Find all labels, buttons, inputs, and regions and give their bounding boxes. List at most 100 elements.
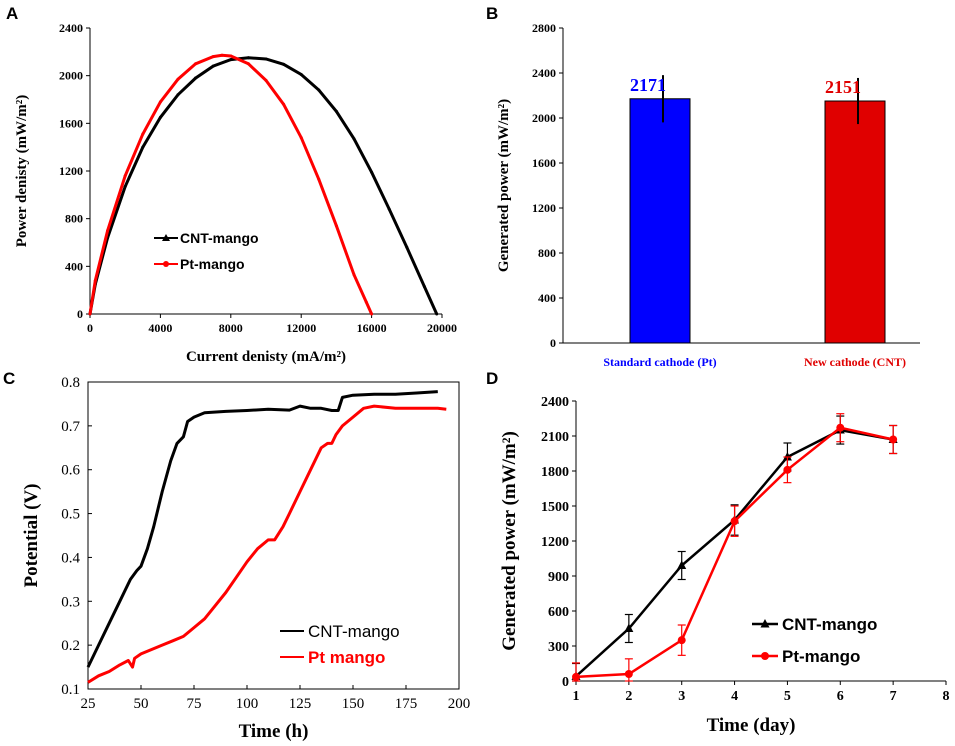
a-series-line-1 [88, 53, 373, 315]
b-value-label-0: 2171 [630, 75, 666, 95]
a-data-point-1 [299, 136, 303, 140]
d-data-point-1 [677, 636, 686, 645]
a-data-point-0 [246, 56, 250, 60]
a-y-tick-label: 400 [65, 259, 83, 273]
c-series-line-1 [87, 404, 447, 684]
c-x-tick-label: 75 [187, 696, 202, 712]
panel-letter-a: A [6, 4, 18, 23]
d-y-axis-title: Generated power (mW/m²) [499, 431, 520, 651]
d-series-line-0 [575, 428, 894, 678]
a-data-point-0 [435, 312, 439, 316]
c-x-tick-label: 50 [134, 696, 149, 712]
c-x-tick-label: 125 [289, 696, 312, 712]
a-x-tick-label: 12000 [286, 321, 316, 335]
c-y-tick-label: 0.6 [61, 463, 80, 479]
a-data-point-0 [334, 109, 338, 113]
d-legend-label-0: CNT-mango [782, 615, 877, 634]
b-y-tick-label: 1600 [532, 156, 556, 170]
d-data-point-1 [889, 435, 898, 444]
d-y-tick-label: 2400 [541, 395, 569, 410]
d-data-point-1 [730, 517, 739, 526]
a-data-point-0 [405, 245, 409, 249]
d-x-tick-label: 4 [731, 689, 738, 704]
a-legend-label-0: CNT-mango [180, 230, 259, 246]
d-y-tick-label: 0 [562, 675, 569, 690]
a-data-point-1 [141, 132, 145, 136]
a-data-point-1 [364, 300, 368, 304]
d-legend-marker-1 [761, 652, 769, 660]
d-data-point-1 [783, 465, 792, 474]
d-data-point-0 [782, 452, 792, 461]
a-data-point-0 [370, 170, 374, 174]
a-data-point-0 [158, 115, 162, 119]
a-data-point-1 [194, 62, 198, 66]
d-y-tick-label: 300 [548, 640, 569, 655]
d-y-tick-label: 1500 [541, 500, 569, 515]
a-data-point-1 [370, 312, 374, 316]
d-x-tick-label: 6 [837, 689, 844, 704]
d-x-tick-label: 5 [784, 689, 791, 704]
a-y-axis-title: Power denisty (mW/m²) [14, 95, 30, 248]
a-x-tick-label: 20000 [427, 321, 457, 335]
d-data-point-1 [572, 672, 580, 681]
a-y-tick-label: 2400 [59, 21, 83, 35]
c-legend-label-0: CNT-mango [308, 622, 400, 641]
c-y-tick-label: 0.3 [61, 594, 80, 610]
panel-d-chart: 0 300 600 900 1200 1500 1800 2100 2400 1 2 3 4 5 6 7 8 Ti… [499, 395, 950, 736]
d-x-axis-title: Time (day) [707, 715, 796, 736]
panel-letter-b: B [486, 4, 498, 23]
a-data-point-0 [352, 137, 356, 141]
b-y-tick-label: 0 [550, 336, 556, 350]
b-y-axis-title: Generated power (mW/m²) [496, 99, 512, 272]
a-data-point-1 [264, 78, 268, 82]
c-y-tick-label: 0.8 [61, 375, 80, 391]
b-category-label-1: New cathode (CNT) [804, 355, 906, 369]
a-data-point-1 [334, 224, 338, 228]
c-y-tick-label: 0.4 [61, 550, 80, 566]
panel-letter-d: D [486, 369, 498, 388]
a-data-point-0 [211, 64, 215, 68]
d-data-point-1 [624, 670, 633, 678]
a-data-point-1 [106, 229, 110, 233]
d-data-point-1 [836, 423, 845, 432]
c-plot-frame [87, 381, 460, 690]
d-y-tick-label: 600 [548, 605, 569, 620]
d-x-tick-label: 8 [943, 689, 950, 704]
a-data-point-1 [246, 62, 250, 66]
a-data-point-1 [282, 102, 286, 106]
a-x-tick-label: 8000 [219, 321, 243, 335]
a-y-tick-label: 2000 [59, 69, 83, 83]
b-y-tick-label: 400 [538, 291, 556, 305]
a-data-point-0 [387, 207, 391, 211]
c-x-tick-label: 175 [395, 696, 418, 712]
d-x-tick-label: 7 [890, 689, 897, 704]
a-data-point-1 [123, 174, 127, 178]
a-data-point-0 [176, 93, 180, 97]
a-data-point-0 [141, 145, 145, 149]
d-data-point-0 [624, 623, 634, 632]
b-y-tick-label: 800 [538, 246, 556, 260]
a-legend-label-1: Pt-mango [180, 256, 245, 272]
a-data-point-1 [176, 77, 180, 81]
panel-b-chart: 0 400 800 1200 1600 2000 2400 2800 Generated pow… [496, 21, 920, 369]
a-data-point-0 [282, 62, 286, 66]
a-data-point-1 [229, 54, 233, 58]
a-data-point-0 [317, 88, 321, 92]
a-x-tick-label: 0 [87, 321, 93, 335]
d-y-tick-label: 1800 [541, 465, 569, 480]
c-y-tick-label: 0.1 [61, 682, 80, 698]
c-x-tick-label: 100 [236, 696, 259, 712]
b-y-tick-label: 2000 [532, 111, 556, 125]
b-y-tick-label: 2800 [532, 21, 556, 35]
c-x-tick-label: 200 [448, 696, 471, 712]
c-series-line-0 [86, 390, 438, 668]
b-y-tick-label: 1200 [532, 201, 556, 215]
a-x-tick-label: 4000 [148, 321, 172, 335]
d-y-tick-label: 2100 [541, 430, 569, 445]
a-data-point-0 [422, 285, 426, 289]
a-data-point-0 [194, 76, 198, 80]
a-data-point-1 [211, 55, 215, 59]
a-data-point-0 [299, 72, 303, 76]
b-category-label-0: Standard cathode (Pt) [603, 355, 716, 369]
